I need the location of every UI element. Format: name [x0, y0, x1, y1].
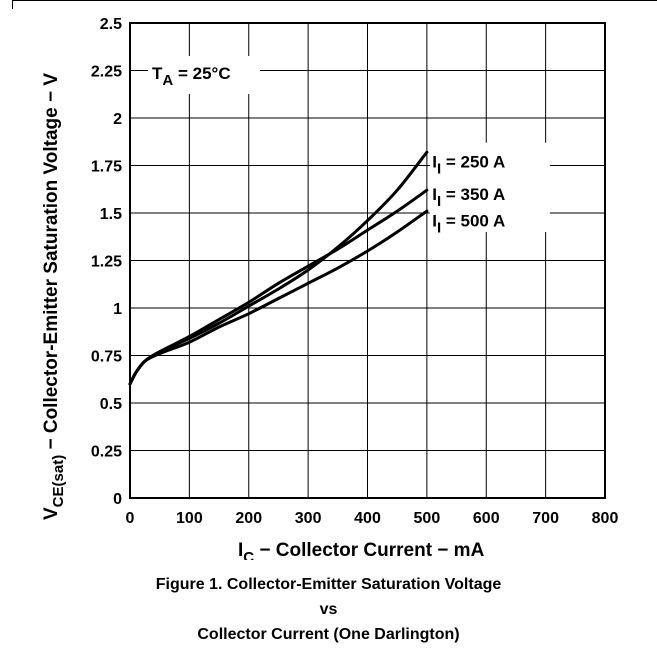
series-labels: II = 250 A II = 350 AII = 500 A	[432, 153, 505, 237]
y-tick-label: 0.75	[91, 349, 122, 366]
y-tick-label: 0	[113, 491, 122, 508]
series-curve	[128, 188, 429, 386]
y-tick-label: 1.75	[91, 159, 122, 176]
y-tick-label: 1.25	[91, 254, 122, 271]
x-tick-label: 400	[354, 510, 381, 527]
x-tick-label: 600	[473, 510, 500, 527]
series-label: II = 350 A	[432, 185, 505, 210]
figure-frame	[12, 0, 657, 9]
series-label: II = 250 A	[432, 153, 505, 178]
annotation-background	[148, 56, 260, 94]
y-tick-labels: 0 0.25 0.5 0.75 1 1.25 1.5 1.75 2 2.25 2.5	[91, 16, 122, 508]
y-axis-label: VCE(sat) − Collector-Emitter Saturation …	[41, 73, 67, 520]
y-tick-label: 2	[113, 111, 122, 128]
x-tick-label: 700	[532, 510, 559, 527]
figure-caption-line-1: Figure 1. Collector-Emitter Saturation V…	[155, 576, 502, 593]
grid	[129, 22, 606, 499]
y-tick-label: 0.25	[91, 444, 122, 461]
y-tick-label: 2.25	[91, 64, 122, 81]
y-tick-label: 1.5	[100, 206, 122, 223]
x-tick-label: 300	[295, 510, 322, 527]
x-tick-labels: 0 100 200 300 400 500 600 700 800	[126, 510, 619, 527]
chart: 0 0.25 0.5 0.75 1 1.25 1.5 1.75 2 2.25 2.5 0 100 200…	[41, 16, 619, 560]
series-label: II = 500 A	[432, 212, 505, 237]
series-label-background	[429, 142, 550, 232]
annotation-temperature: TA = 25°C	[152, 64, 231, 89]
figure-caption-line-2: vs	[319, 601, 338, 618]
x-tick-label: 0	[126, 510, 135, 527]
plot-area-border	[129, 22, 606, 499]
figure-caption-line-3: Collector Current (One Darlington)	[197, 626, 460, 643]
series-curves	[128, 150, 429, 386]
x-tick-label: 500	[414, 510, 441, 527]
y-tick-label: 2.5	[100, 16, 122, 33]
y-tick-label: 1	[113, 301, 122, 318]
y-tick-label: 0.5	[100, 396, 122, 413]
x-tick-label: 800	[592, 510, 619, 527]
series-curve	[128, 209, 429, 386]
x-axis-label: IC − Collector Current − mA	[238, 540, 485, 560]
x-tick-label: 100	[176, 510, 203, 527]
x-tick-label: 200	[235, 510, 262, 527]
